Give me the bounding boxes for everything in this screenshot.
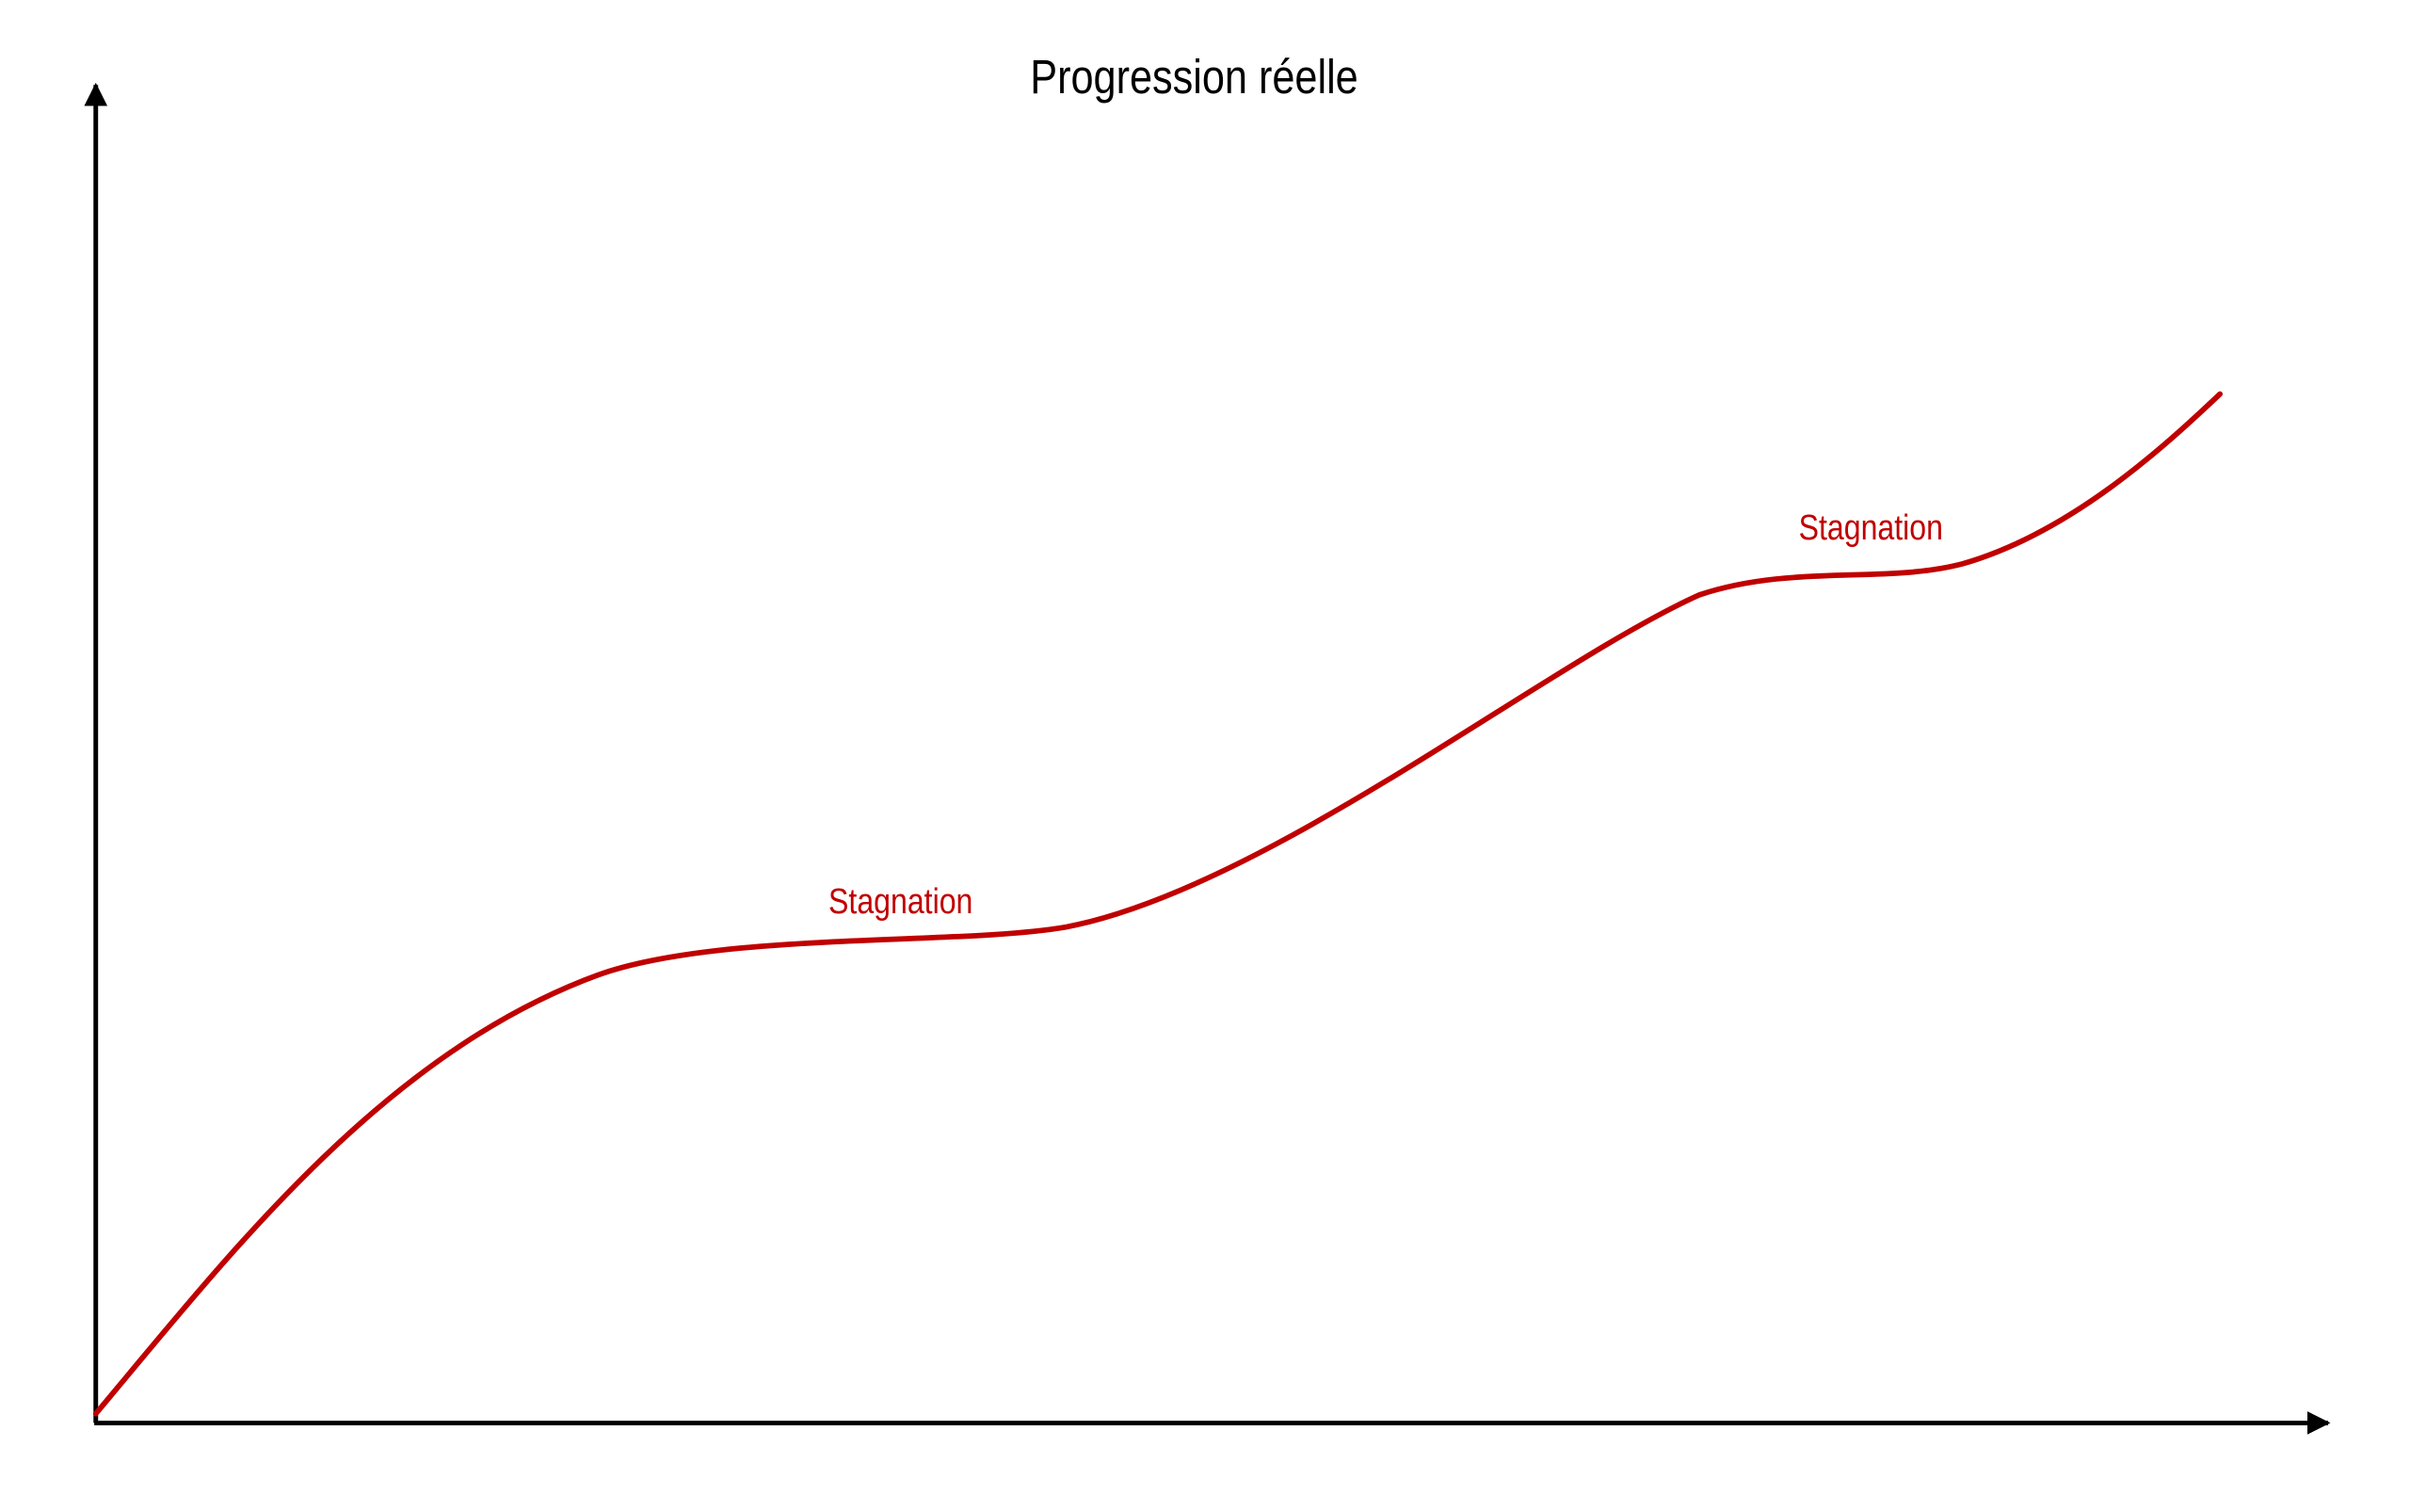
diagram-title: Progression réelle (1030, 51, 1358, 105)
progress-curve (92, 391, 2224, 1417)
annotation: Stagnation (1799, 507, 1943, 547)
annotation: Stagnation (828, 882, 972, 922)
